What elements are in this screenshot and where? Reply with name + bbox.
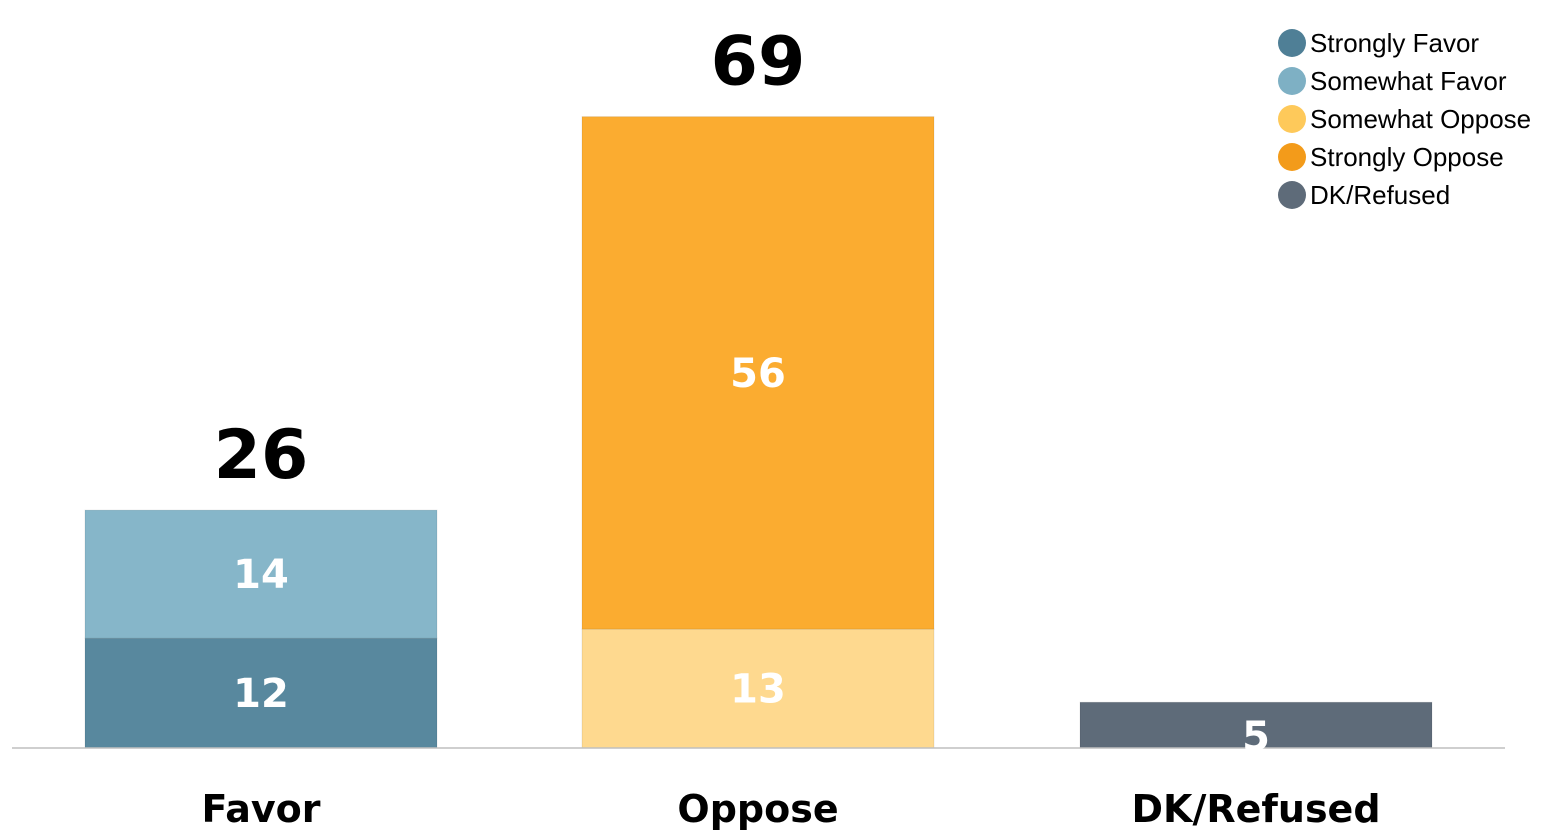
legend: Strongly Favor Somewhat Favor Somewhat O… [1278,24,1531,214]
bar-favor-strongly-favor [84,637,438,749]
legend-label: Strongly Favor [1310,27,1480,58]
bar-dk-refused-dk-refused [1079,701,1433,749]
legend-label: Somewhat Oppose [1310,103,1532,134]
legend-label: Somewhat Favor [1310,65,1507,96]
legend-swatch-dk-refused [1278,181,1306,209]
data-label-oppose-strongly-oppose: 56 [730,351,786,397]
bar-oppose-strongly-oppose [581,116,935,630]
legend-label: Strongly Oppose [1310,141,1504,172]
legend-item-somewhat-favor: Somewhat Favor [1278,62,1531,100]
legend-swatch-strongly-oppose [1278,143,1306,171]
bars-group [84,116,1433,749]
legend-swatch-somewhat-oppose [1278,105,1306,133]
data-label-oppose-somewhat-oppose: 13 [730,667,786,713]
data-label-favor-somewhat-favor: 14 [233,552,289,598]
labels-group: 12 14 26 Favor 13 56 69 Oppose 5 DK/Refused [202,23,1381,831]
legend-label: DK/Refused [1310,179,1451,210]
legend-item-dk-refused: DK/Refused [1278,176,1531,214]
data-label-dk-refused-dk-refused: 5 [1242,714,1270,760]
total-label-oppose: 69 [711,23,806,102]
legend-item-somewhat-oppose: Somewhat Oppose [1278,100,1531,138]
bar-favor-somewhat-favor [84,509,438,639]
legend-item-strongly-favor: Strongly Favor [1278,24,1531,62]
x-tick-label-oppose: Oppose [677,787,838,831]
total-label-favor: 26 [214,416,309,495]
x-tick-label-dk-refused: DK/Refused [1131,787,1380,831]
data-label-favor-strongly-favor: 12 [233,671,289,717]
legend-swatch-somewhat-favor [1278,67,1306,95]
legend-item-strongly-oppose: Strongly Oppose [1278,138,1531,176]
x-tick-label-favor: Favor [202,787,321,831]
legend-swatch-strongly-favor [1278,29,1306,57]
